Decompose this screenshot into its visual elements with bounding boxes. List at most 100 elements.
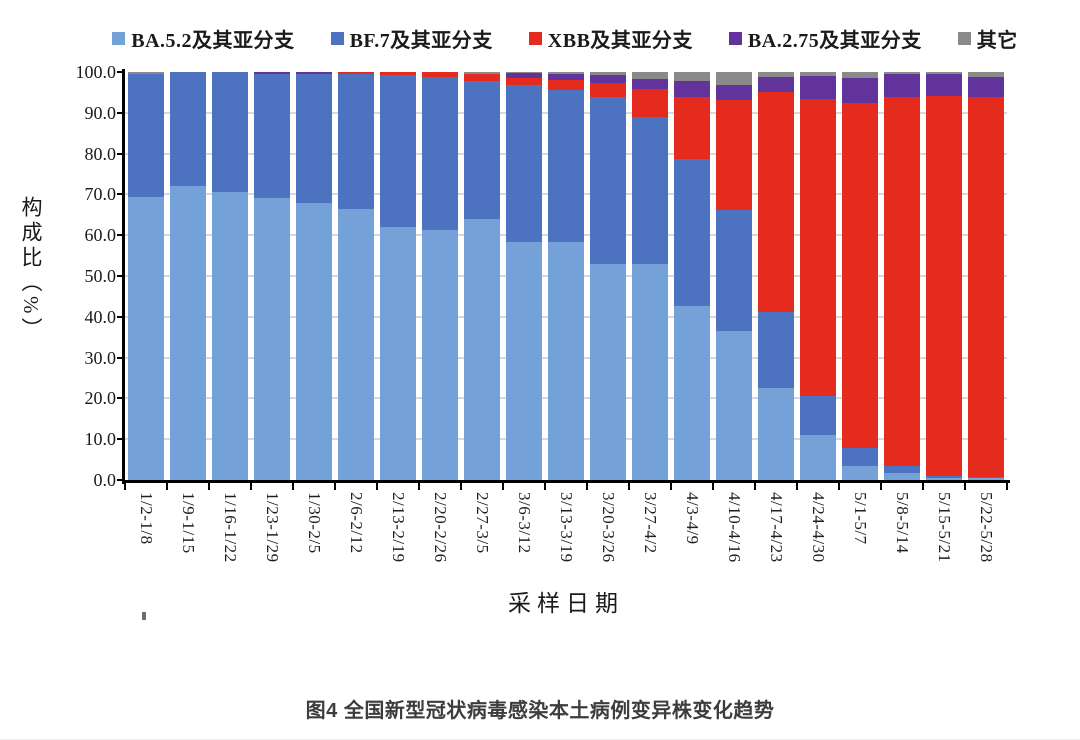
bar-segment <box>337 72 375 75</box>
stacked-bar <box>967 72 1005 480</box>
x-label-slot: 4/17-4/23 <box>755 492 797 587</box>
bar-segment <box>463 74 501 81</box>
bar-slot <box>503 72 545 480</box>
bar-segment <box>841 72 879 79</box>
y-axis-title: 构成比（%） <box>19 196 43 343</box>
y-tick-label: 30.0 <box>84 347 117 368</box>
x-label-slot: 2/27-3/5 <box>461 492 503 587</box>
bar-segment <box>337 74 375 209</box>
bar-segment <box>967 72 1005 78</box>
y-tick-label: 90.0 <box>84 102 117 123</box>
bar-slot <box>671 72 713 480</box>
bar-segment <box>841 78 879 103</box>
bar-segment <box>505 241 543 480</box>
stacked-bar <box>295 72 333 480</box>
x-label-slot: 3/6-3/12 <box>503 492 545 587</box>
bar-segment <box>715 99 753 210</box>
x-tick-label: 5/1-5/7 <box>851 492 870 545</box>
bar-segment <box>799 72 837 77</box>
x-label-slot: 1/23-1/29 <box>251 492 293 587</box>
legend-item: BF.7及其亚分支 <box>330 24 493 53</box>
bar-segment <box>547 79 585 90</box>
bar-slot <box>293 72 335 480</box>
bar-slot <box>377 72 419 480</box>
bar-segment <box>337 208 375 480</box>
bar-segment <box>799 396 837 436</box>
bar-segment <box>883 466 921 473</box>
y-tick-label: 80.0 <box>84 143 117 164</box>
x-tick-label: 2/6-2/12 <box>347 492 366 554</box>
stacked-bar <box>673 72 711 480</box>
bar-slot <box>209 72 251 480</box>
x-tick-mark <box>796 483 798 490</box>
x-label-slot: 4/3-4/9 <box>671 492 713 587</box>
bar-segment <box>925 72 963 75</box>
stacked-bar <box>337 72 375 480</box>
stacked-bar <box>379 72 417 480</box>
y-tick-label: 40.0 <box>84 306 117 327</box>
x-label-slot: 5/22-5/28 <box>965 492 1007 587</box>
bar-segment <box>295 72 333 75</box>
bars-container <box>125 72 1007 480</box>
x-tick-marks <box>124 483 1008 491</box>
x-tick-mark <box>922 483 924 490</box>
bar-slot <box>587 72 629 480</box>
bar-segment <box>673 306 711 480</box>
bar-segment <box>211 72 249 192</box>
x-tick-mark <box>627 483 630 490</box>
bar-segment <box>925 95 963 476</box>
x-tick-mark <box>460 483 462 490</box>
x-tick-label: 1/9-1/15 <box>179 492 198 554</box>
bar-segment <box>883 72 921 75</box>
bar-segment <box>715 85 753 100</box>
bar-segment <box>631 79 669 90</box>
bar-slot <box>839 72 881 480</box>
bar-slot <box>923 72 965 480</box>
y-tick-mark <box>117 193 125 196</box>
bar-segment <box>589 72 627 75</box>
stacked-bar <box>883 72 921 480</box>
chart-legend: BA.5.2及其亚分支 BF.7及其亚分支 XBB及其亚分支 BA.2.75及其亚分支… <box>60 24 1070 52</box>
bar-segment <box>715 330 753 480</box>
legend-item: 其它 <box>957 24 1018 53</box>
legend-swatch-icon <box>112 31 126 45</box>
x-label-slot: 2/6-2/12 <box>335 492 377 587</box>
legend-label: BA.2.75及其亚分支 <box>747 29 922 52</box>
bar-segment <box>127 197 165 480</box>
x-label-slot: 4/10-4/16 <box>713 492 755 587</box>
bar-segment <box>505 78 543 86</box>
y-tick-label: 50.0 <box>84 266 117 286</box>
bar-segment <box>421 229 459 480</box>
bar-segment <box>841 448 879 466</box>
x-tick-label: 2/13-2/19 <box>389 492 408 563</box>
y-tick-mark <box>117 438 125 441</box>
bar-segment <box>211 191 249 480</box>
bar-slot <box>629 72 671 480</box>
x-tick-label: 4/10-4/16 <box>725 492 744 563</box>
bar-segment <box>421 72 459 77</box>
bar-segment <box>967 477 1005 479</box>
y-tick-label: 100.0 <box>75 62 117 82</box>
stacked-bar <box>127 72 165 480</box>
legend-swatch-icon <box>330 31 344 45</box>
x-label-slot: 1/16-1/22 <box>209 492 251 587</box>
bar-segment <box>547 72 585 74</box>
x-tick-labels: 1/2-1/8 1/9-1/15 1/16-1/22 1/23-1/29 1/30-2/… <box>125 492 1007 587</box>
x-axis-title: 采样日期 <box>508 591 624 616</box>
bar-segment <box>967 77 1005 98</box>
x-label-slot: 2/20-2/26 <box>419 492 461 587</box>
y-tick-mark <box>117 315 125 318</box>
y-tick-mark <box>117 152 125 155</box>
bar-segment <box>883 472 921 480</box>
stacked-bar <box>211 72 249 480</box>
bar-segment <box>841 465 879 480</box>
y-tick-mark <box>117 479 125 481</box>
y-tick-label: 20.0 <box>84 388 117 409</box>
bar-segment <box>673 81 711 97</box>
bar-slot <box>965 72 1007 480</box>
y-tick-mark <box>117 111 125 114</box>
stacked-bar <box>841 72 879 480</box>
stacked-bar <box>547 72 585 480</box>
legend-item: XBB及其亚分支 <box>528 24 693 53</box>
